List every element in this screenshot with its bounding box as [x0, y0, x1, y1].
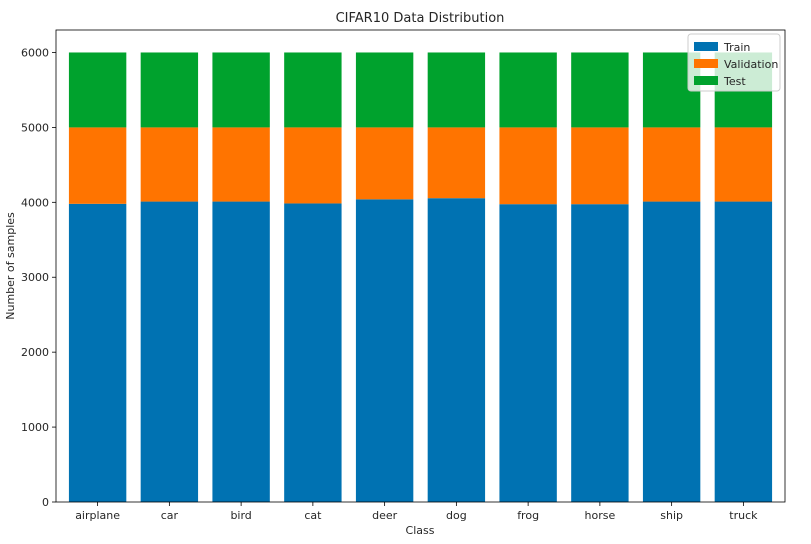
x-tick-label: ship — [660, 509, 683, 522]
legend-label-validation: Validation — [724, 58, 778, 71]
y-tick-label: 4000 — [21, 196, 49, 209]
legend-label-test: Test — [723, 75, 746, 88]
bar-train-ship — [642, 201, 701, 502]
bar-validation-bird — [212, 127, 270, 202]
bar-test-bird — [212, 52, 270, 128]
bar-test-deer — [355, 52, 414, 128]
x-tick-label: truck — [729, 509, 758, 522]
x-tick-label: bird — [230, 509, 251, 522]
bar-train-deer — [355, 199, 414, 502]
x-axis-label: Class — [406, 524, 435, 537]
bar-train-airplane — [68, 203, 127, 502]
legend-swatch-test — [694, 76, 718, 85]
bar-validation-dog — [427, 127, 486, 199]
x-tick-label: frog — [517, 509, 539, 522]
y-tick-label: 5000 — [21, 121, 49, 134]
y-tick-label: 1000 — [21, 421, 49, 434]
legend-swatch-train — [694, 42, 718, 51]
bar-validation-deer — [355, 127, 414, 200]
bar-train-bird — [212, 201, 270, 502]
bar-validation-ship — [642, 127, 701, 202]
x-tick-label: dog — [446, 509, 467, 522]
bar-validation-frog — [499, 127, 557, 205]
x-tick-label: cat — [304, 509, 322, 522]
y-tick-label: 3000 — [21, 271, 49, 284]
bar-train-frog — [499, 204, 557, 502]
bar-test-cat — [284, 52, 342, 128]
bar-test-dog — [427, 52, 486, 128]
bar-validation-horse — [571, 127, 629, 205]
bar-validation-cat — [284, 127, 342, 204]
bar-train-truck — [714, 201, 773, 502]
plot-frame — [55, 29, 786, 503]
legend: Train Validation Test — [687, 33, 781, 92]
bar-test-car — [140, 52, 199, 128]
bar-train-cat — [284, 203, 342, 502]
x-tick-label: airplane — [75, 509, 120, 522]
y-tick-label: 6000 — [21, 46, 49, 59]
bar-train-car — [140, 201, 199, 502]
legend-swatch-validation — [694, 59, 718, 68]
bar-validation-airplane — [68, 127, 127, 204]
y-tick-label: 0 — [42, 496, 49, 509]
bar-validation-car — [140, 127, 199, 202]
y-tick-label: 2000 — [21, 346, 49, 359]
y-axis-label: Number of samples — [4, 212, 17, 320]
bar-validation-truck — [714, 127, 773, 202]
bar-test-airplane — [68, 52, 127, 128]
bar-train-dog — [427, 198, 486, 502]
chart-title: CIFAR10 Data Distribution — [336, 11, 505, 26]
bar-test-frog — [499, 52, 557, 128]
x-tick-label: horse — [585, 509, 616, 522]
axes-layer: 0 1000 2000 3000 4000 5000 6000 airplane car bird… — [21, 29, 786, 522]
bar-test-horse — [571, 52, 629, 128]
x-tick-label: deer — [372, 509, 398, 522]
x-tick-label: car — [161, 509, 179, 522]
bar-train-horse — [571, 204, 629, 502]
bars-layer — [68, 52, 773, 502]
legend-label-train: Train — [723, 41, 750, 54]
